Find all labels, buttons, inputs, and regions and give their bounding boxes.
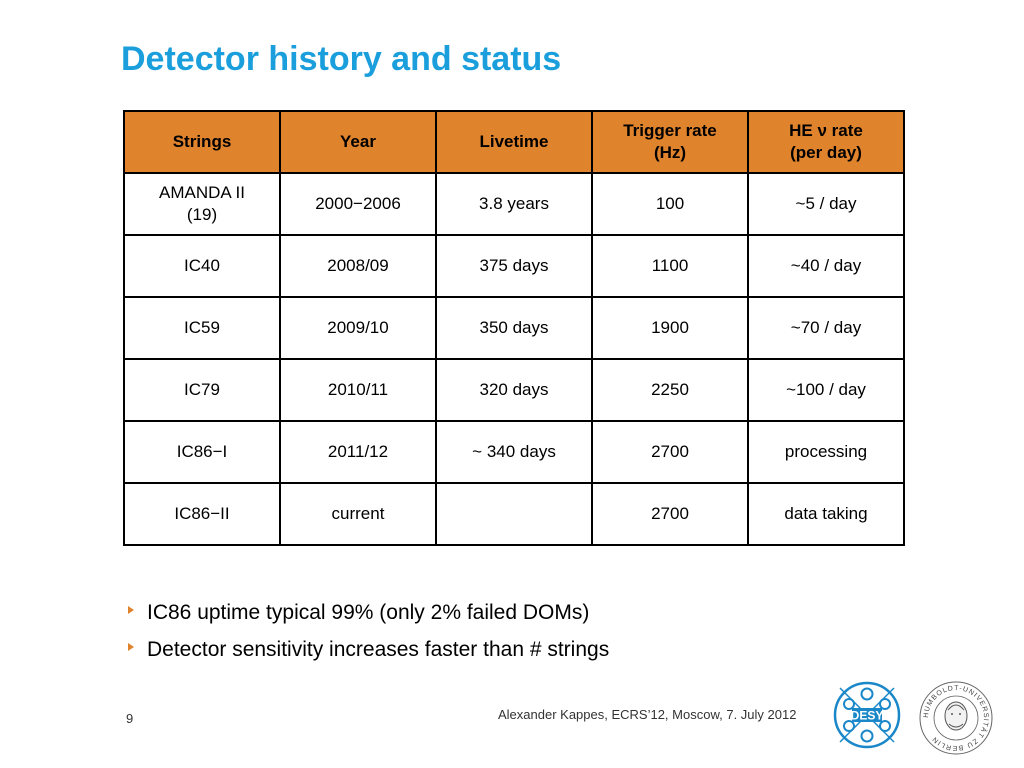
list-item: IC86 uptime typical 99% (only 2% failed …	[128, 594, 609, 631]
list-item: Detector sensitivity increases faster th…	[128, 631, 609, 668]
table-cell: 100	[591, 172, 749, 236]
table-cell: 1900	[591, 296, 749, 360]
column-header-year: Year	[279, 110, 437, 174]
table-cell: 375 days	[435, 234, 593, 298]
table-row: IC79 2010/11 320 days 2250 ~100 / day	[123, 358, 905, 422]
column-header-strings: Strings	[123, 110, 281, 174]
table-cell: 2008/09	[279, 234, 437, 298]
table-cell: IC59	[123, 296, 281, 360]
humboldt-university-seal-icon: HUMBOLDT-UNIVERSITÄT ZU BERLIN	[919, 681, 993, 755]
table-cell: ~40 / day	[747, 234, 905, 298]
table-cell: 2000−2006	[279, 172, 437, 236]
table-cell: IC79	[123, 358, 281, 422]
table-cell: ~5 / day	[747, 172, 905, 236]
bullet-arrow-icon	[128, 605, 134, 614]
table-cell: 2700	[591, 420, 749, 484]
table-cell: 320 days	[435, 358, 593, 422]
table-row: IC40 2008/09 375 days 1100 ~40 / day	[123, 234, 905, 298]
desy-logo-text: DESY	[851, 709, 884, 723]
column-header-he-nu-rate: HE ν rate (per day)	[747, 110, 905, 174]
table-cell: 3.8 years	[435, 172, 593, 236]
table-cell: 2009/10	[279, 296, 437, 360]
bullet-arrow-icon	[128, 642, 134, 651]
desy-logo-icon: DESY	[833, 681, 901, 749]
footer-credit: Alexander Kappes, ECRS’12, Moscow, 7. Ju…	[498, 707, 797, 722]
page-number: 9	[126, 711, 134, 726]
table-cell: 2010/11	[279, 358, 437, 422]
table-cell: AMANDA II (19)	[123, 172, 281, 236]
column-header-livetime: Livetime	[435, 110, 593, 174]
column-header-trigger-rate: Trigger rate (Hz)	[591, 110, 749, 174]
table-cell: 1100	[591, 234, 749, 298]
page-title: Detector history and status	[121, 40, 562, 78]
table-cell: 350 days	[435, 296, 593, 360]
table-cell: ~ 340 days	[435, 420, 593, 484]
table-cell: current	[279, 482, 437, 546]
table-cell	[435, 482, 593, 546]
table-row: AMANDA II (19) 2000−2006 3.8 years 100 ~5…	[123, 172, 905, 236]
detector-table: Strings Year Livetime Trigger rate (Hz) H…	[123, 110, 905, 546]
table-row: IC86−I 2011/12 ~ 340 days 2700 processin…	[123, 420, 905, 484]
table-cell: IC86−I	[123, 420, 281, 484]
table-cell: 2011/12	[279, 420, 437, 484]
table-row: IC86−II current 2700 data taking	[123, 482, 905, 546]
table-header-row: Strings Year Livetime Trigger rate (Hz) H…	[123, 110, 905, 174]
table-cell: IC86−II	[123, 482, 281, 546]
table-cell: data taking	[747, 482, 905, 546]
table-cell: ~100 / day	[747, 358, 905, 422]
table-cell: ~70 / day	[747, 296, 905, 360]
table-cell: processing	[747, 420, 905, 484]
bullet-list: IC86 uptime typical 99% (only 2% failed …	[128, 594, 609, 668]
table-row: IC59 2009/10 350 days 1900 ~70 / day	[123, 296, 905, 360]
bullet-text: IC86 uptime typical 99% (only 2% failed …	[147, 601, 590, 624]
bullet-text: Detector sensitivity increases faster th…	[147, 638, 610, 661]
table-cell: 2700	[591, 482, 749, 546]
table-cell: IC40	[123, 234, 281, 298]
table-cell: 2250	[591, 358, 749, 422]
